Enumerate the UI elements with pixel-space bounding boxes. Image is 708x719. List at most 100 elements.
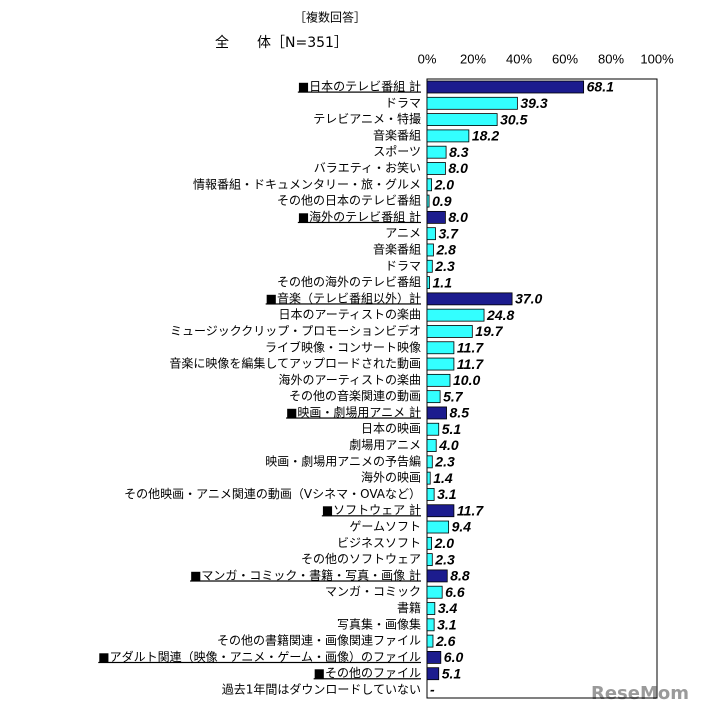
- bar: [426, 308, 485, 322]
- value-label: 37.0: [515, 291, 542, 307]
- category-label: その他の書籍関連・画像関連ファイル: [217, 633, 421, 648]
- value-label: 4.0: [438, 437, 459, 453]
- x-tick-label: 40%: [506, 51, 532, 66]
- bar: [426, 341, 455, 355]
- value-label: 8.5: [450, 405, 470, 421]
- bar: [426, 488, 435, 501]
- category-label: ■音楽（テレビ番組以外）計: [266, 290, 421, 305]
- bar: [426, 634, 434, 648]
- value-label: 8.0: [448, 160, 468, 176]
- value-label: 1.4: [433, 470, 453, 486]
- bar: [426, 292, 513, 306]
- bar: [426, 422, 440, 436]
- bar: [426, 618, 435, 632]
- category-label: ■マンガ・コミック・書籍・写真・画像 計: [190, 567, 421, 582]
- watermark: ReseMom: [591, 683, 689, 704]
- value-label: 2.3: [434, 258, 455, 274]
- value-label: 2.0: [434, 176, 455, 192]
- category-label: その他の音楽関連の動画: [289, 388, 421, 403]
- category-label: ドラマ: [385, 259, 421, 273]
- category-label: ■ソフトウェア 計: [322, 502, 421, 517]
- bar: [426, 162, 446, 175]
- x-tick-label: 20%: [460, 51, 486, 66]
- category-label: ライブ映像・コンサート映像: [265, 339, 421, 354]
- category-label: 情報番組・ドキュメンタリー・旅・グルメ: [193, 177, 421, 191]
- bar: [426, 536, 432, 550]
- value-label: 18.2: [472, 128, 499, 144]
- bar: [426, 194, 430, 208]
- value-label: 11.7: [457, 502, 484, 518]
- value-label: 68.1: [587, 79, 614, 95]
- x-tick-label: 100%: [640, 51, 674, 66]
- value-label: 30.5: [500, 111, 527, 127]
- category-label: 音楽番組: [373, 241, 421, 256]
- category-label: 日本のアーティストの楽曲: [278, 308, 421, 322]
- category-label: ■その他のファイル: [314, 666, 421, 680]
- category-label: その他映画・アニメ関連の動画（Vシネマ・OVAなど）: [124, 487, 421, 501]
- value-label: 3.1: [437, 617, 457, 633]
- category-label: マンガ・コミック: [325, 585, 421, 599]
- value-label: 39.3: [520, 95, 547, 111]
- value-label: 2.0: [434, 535, 455, 551]
- bar: [426, 471, 431, 485]
- bar: [426, 439, 437, 452]
- category-label: ドラマ: [385, 96, 421, 110]
- category-label: 音楽番組: [373, 127, 421, 142]
- value-label: 8.0: [448, 209, 468, 225]
- category-label: 音楽に映像を編集してアップロードされた動画: [169, 356, 421, 371]
- category-label: 過去1年間はダウンロードしていない: [222, 682, 421, 697]
- value-label: 2.3: [434, 454, 455, 470]
- category-label: 劇場用アニメ: [349, 438, 421, 452]
- bar: [426, 585, 443, 599]
- value-label: 8.3: [449, 144, 469, 160]
- bar: [426, 259, 433, 273]
- value-label: 24.8: [486, 307, 514, 323]
- bar: [426, 325, 473, 338]
- bar: [426, 406, 447, 420]
- bar: [426, 520, 450, 534]
- category-label: 日本の映画: [361, 422, 421, 436]
- category-label: ゲームソフト: [349, 520, 421, 534]
- chart-title: 全 体［N=351］: [215, 34, 348, 51]
- chart-note: ［複数回答］: [294, 10, 366, 25]
- category-label: アニメ: [385, 226, 421, 240]
- category-label: 写真集・画像集: [337, 616, 421, 631]
- bar: [426, 667, 440, 681]
- bar: [426, 569, 448, 583]
- value-label: 11.7: [457, 356, 484, 372]
- value-label: 2.3: [434, 551, 455, 567]
- value-label: -: [430, 682, 435, 698]
- value-label: 1.1: [433, 274, 453, 290]
- bar: [426, 651, 442, 664]
- x-tick-label: 80%: [598, 51, 624, 66]
- plot-frame: [426, 78, 658, 699]
- value-label: 3.1: [437, 486, 457, 502]
- bar: [426, 373, 451, 387]
- category-label: ■アダルト関連（映像・アニメ・ゲーム・画像）のファイル: [98, 649, 421, 664]
- value-label: 3.4: [438, 600, 458, 616]
- value-label: 2.8: [435, 242, 456, 258]
- bar: [426, 113, 498, 126]
- category-label: 映画・劇場用アニメの予告編: [265, 453, 421, 468]
- value-label: 6.0: [444, 649, 464, 665]
- bar: [426, 243, 434, 257]
- bar: [426, 145, 447, 159]
- category-label: ■映画・劇場用アニメ 計: [286, 404, 421, 419]
- category-label: テレビアニメ・特撮: [313, 111, 421, 126]
- category-label: ■日本のテレビ番組 計: [298, 79, 421, 94]
- x-tick-label: 60%: [552, 51, 578, 66]
- bar: [426, 129, 470, 143]
- x-tick-label: 0%: [418, 51, 437, 66]
- category-label: その他の海外のテレビ番組: [277, 274, 421, 289]
- value-label: 3.7: [439, 225, 460, 241]
- value-label: 5.1: [442, 665, 462, 681]
- bar: [426, 602, 436, 615]
- category-label: スポーツ: [373, 145, 421, 159]
- category-label: 海外のアーティストの楽曲: [278, 372, 421, 387]
- value-label: 8.8: [450, 568, 470, 584]
- category-label: 海外の映画: [361, 470, 421, 485]
- value-label: 5.1: [442, 421, 462, 437]
- value-label: 6.6: [445, 584, 465, 600]
- category-label: 書籍: [397, 600, 421, 615]
